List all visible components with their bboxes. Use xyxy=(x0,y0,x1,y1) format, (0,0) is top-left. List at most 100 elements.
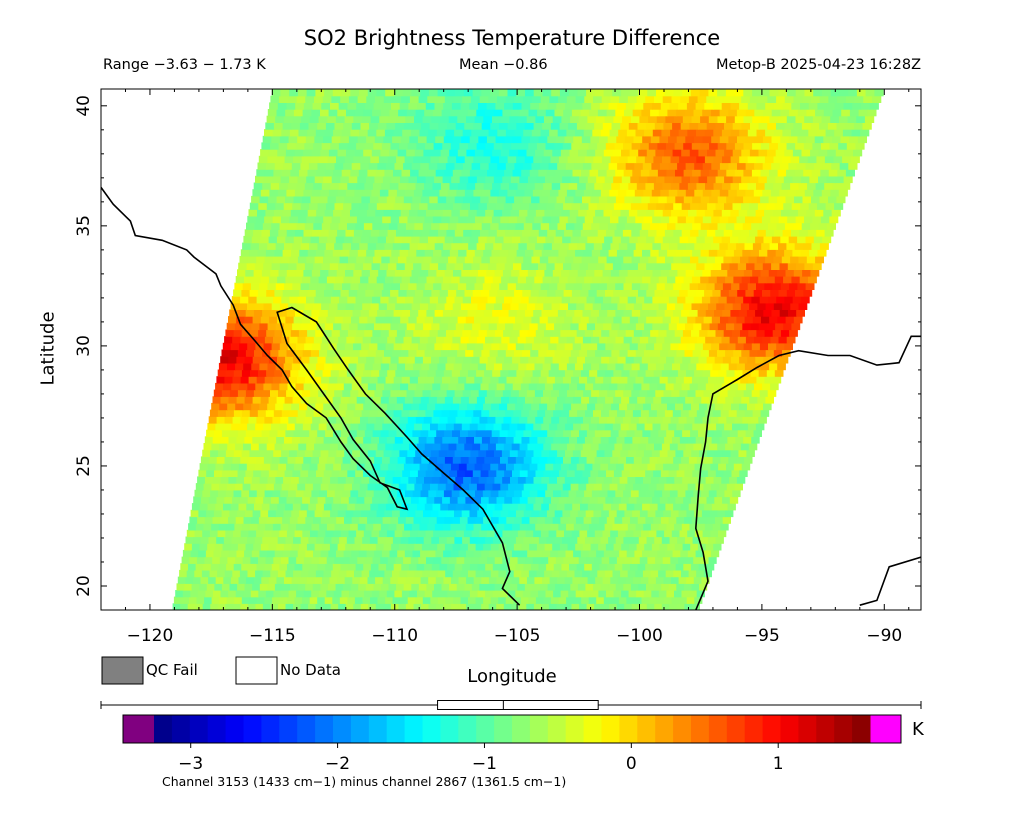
heatmap-cell xyxy=(405,329,414,337)
heatmap-cell xyxy=(580,576,589,584)
heatmap-cell xyxy=(414,256,424,264)
heatmap-cell xyxy=(665,503,674,511)
heatmap-cell xyxy=(333,590,343,598)
heatmap-cell xyxy=(636,296,645,304)
heatmap-cell xyxy=(415,596,424,604)
heatmap-cell xyxy=(431,289,441,297)
heatmap-cell xyxy=(259,583,268,591)
heatmap-cell xyxy=(601,483,611,491)
heatmap-cell xyxy=(257,409,267,417)
heatmap-cell xyxy=(239,536,248,544)
heatmap-cell xyxy=(690,476,699,484)
heatmap-cell xyxy=(351,316,360,324)
heatmap-cell xyxy=(528,142,538,150)
heatmap-cell xyxy=(785,195,795,204)
heatmap-cell xyxy=(650,523,660,531)
heatmap-cell xyxy=(537,436,546,444)
heatmap-cell xyxy=(412,549,421,558)
heatmap-cell xyxy=(489,549,498,558)
heatmap-cell xyxy=(203,483,212,491)
heatmap-cell xyxy=(801,222,811,230)
heatmap-cell xyxy=(690,429,699,437)
heatmap-cell xyxy=(521,489,531,498)
heatmap-cell xyxy=(636,423,646,431)
heatmap-cell xyxy=(529,489,538,498)
heatmap-cell xyxy=(643,590,652,598)
heatmap-cell xyxy=(237,429,247,437)
heatmap-cell xyxy=(348,289,358,297)
heatmap-cell xyxy=(430,596,439,604)
heatmap-cell xyxy=(749,349,759,357)
heatmap-cell xyxy=(324,322,334,331)
heatmap-cell xyxy=(503,235,513,244)
heatmap-cell xyxy=(304,342,313,351)
heatmap-cell xyxy=(429,262,439,270)
heatmap-cell xyxy=(206,509,215,518)
heatmap-cell xyxy=(362,302,371,310)
heatmap-cell xyxy=(494,449,503,457)
heatmap-cell xyxy=(392,476,402,484)
heatmap-cell xyxy=(199,583,208,591)
heatmap-cell xyxy=(286,349,296,357)
heatmap-cell xyxy=(536,356,546,364)
heatmap-cell xyxy=(233,329,243,337)
heatmap-cell xyxy=(248,563,258,571)
heatmap-cell xyxy=(526,576,536,584)
heatmap-cell xyxy=(565,396,574,404)
heatmap-cell xyxy=(704,262,714,270)
heatmap-cell xyxy=(751,296,761,304)
heatmap-cell xyxy=(815,182,825,190)
heatmap-cell xyxy=(617,329,627,337)
heatmap-cell xyxy=(613,590,622,598)
heatmap-cell xyxy=(705,543,714,551)
heatmap-cell xyxy=(466,549,475,558)
heatmap-cell xyxy=(457,316,467,324)
heatmap-cell xyxy=(495,416,504,424)
heatmap-cell xyxy=(450,436,459,444)
heatmap-cell xyxy=(519,209,529,217)
heatmap-cell xyxy=(611,503,620,511)
heatmap-cell xyxy=(790,256,799,264)
heatmap-cell xyxy=(378,563,387,571)
heatmap-cell xyxy=(364,496,373,504)
heatmap-cell xyxy=(458,342,468,351)
heatmap-cell xyxy=(591,222,601,230)
heatmap-cell xyxy=(761,362,770,371)
heatmap-cell xyxy=(696,590,705,598)
heatmap-cell xyxy=(523,342,533,351)
heatmap-cell xyxy=(464,583,473,591)
heatmap-cell xyxy=(563,169,573,177)
heatmap-cell xyxy=(257,249,267,257)
heatmap-cell xyxy=(479,529,488,538)
heatmap-cell xyxy=(574,162,584,170)
heatmap-cell xyxy=(611,596,620,604)
heatmap-cell xyxy=(626,189,636,197)
heatmap-cell xyxy=(640,309,649,317)
heatmap-cell xyxy=(508,483,517,491)
heatmap-cell xyxy=(442,523,451,531)
heatmap-cell xyxy=(287,342,297,351)
heatmap-cell xyxy=(585,382,594,391)
heatmap-cell xyxy=(318,423,328,431)
heatmap-cell xyxy=(656,409,666,417)
heatmap-cell xyxy=(284,576,293,584)
heatmap-cell xyxy=(421,456,430,464)
heatmap-cell xyxy=(311,149,321,157)
heatmap-cell xyxy=(663,576,672,584)
heatmap-cell xyxy=(309,563,319,571)
heatmap-cell xyxy=(452,456,462,464)
heatmap-cell xyxy=(610,576,619,584)
heatmap-cell xyxy=(190,590,199,598)
heatmap-cell xyxy=(449,316,459,324)
heatmap-cell xyxy=(359,242,369,250)
heatmap-cell xyxy=(818,149,828,157)
heatmap-cell xyxy=(437,329,447,337)
heatmap-cell xyxy=(231,463,240,471)
heatmap-cell xyxy=(344,195,354,204)
heatmap-cell xyxy=(461,202,471,210)
heatmap-cell xyxy=(416,249,426,257)
heatmap-cell xyxy=(563,262,572,270)
heatmap-cell xyxy=(279,182,289,190)
heatmap-cell xyxy=(777,195,787,204)
heatmap-cell xyxy=(561,409,570,417)
